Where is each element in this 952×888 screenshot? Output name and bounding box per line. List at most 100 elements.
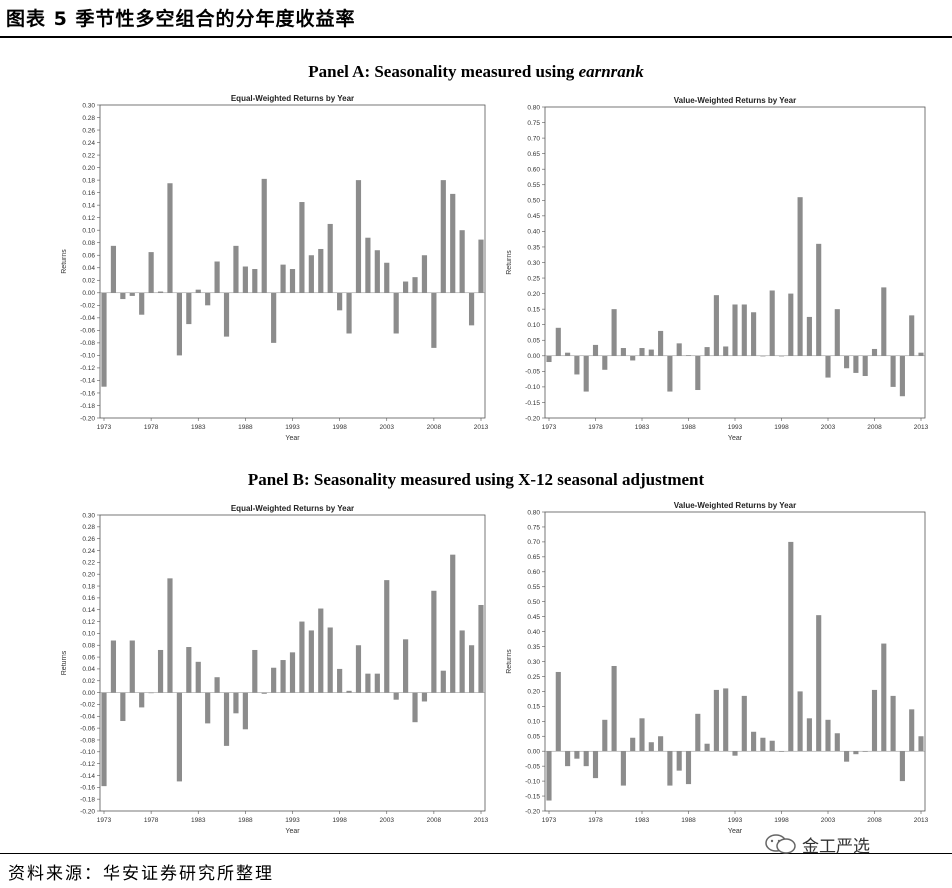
x-tick-label: 2013 xyxy=(474,817,489,824)
bar xyxy=(602,719,608,752)
bar xyxy=(157,649,164,693)
bar xyxy=(909,315,915,356)
x-tick-label: 1998 xyxy=(774,817,789,824)
bar xyxy=(412,277,418,293)
y-tick-label: -0.20 xyxy=(525,415,540,422)
bar xyxy=(403,639,409,693)
x-tick-label: 1983 xyxy=(191,424,206,431)
y-tick-label: 0.22 xyxy=(82,560,95,567)
bar xyxy=(384,580,390,693)
x-axis-label: Year xyxy=(285,828,300,835)
x-tick-label: 2008 xyxy=(427,817,442,824)
y-axis-label: Returns xyxy=(61,650,68,675)
y-tick-label: 0.40 xyxy=(527,229,540,236)
bar xyxy=(374,250,380,293)
y-tick-label: -0.06 xyxy=(80,725,95,732)
y-tick-label: 0.20 xyxy=(527,291,540,298)
x-tick-label: 2008 xyxy=(427,424,442,431)
bar xyxy=(440,670,446,693)
bar xyxy=(355,645,362,693)
y-tick-label: 0.05 xyxy=(527,338,540,345)
bar xyxy=(365,237,371,293)
wechat-icon xyxy=(765,834,796,854)
y-tick-label: 0.16 xyxy=(82,190,95,197)
panel-a-title-emphasis: earnrank xyxy=(578,62,644,81)
bar xyxy=(148,692,154,694)
bar xyxy=(384,262,390,293)
bar xyxy=(252,649,258,693)
bottom-rule xyxy=(0,853,952,854)
plot-frame xyxy=(544,511,926,812)
bar xyxy=(214,677,220,693)
y-tick-label: 0.30 xyxy=(527,260,540,267)
y-tick-label: 0.70 xyxy=(527,135,540,142)
y-tick-label: -0.10 xyxy=(525,384,540,391)
x-tick-label: 1978 xyxy=(588,424,603,431)
x-tick-label: 2013 xyxy=(914,817,929,824)
y-tick-label: 0.15 xyxy=(527,306,540,313)
bar xyxy=(853,751,859,755)
y-tick-label: -0.20 xyxy=(80,415,95,422)
bar xyxy=(393,692,399,700)
x-tick-label: 1983 xyxy=(191,817,206,824)
y-tick-label: 0.80 xyxy=(527,509,540,516)
bar xyxy=(205,692,211,724)
y-tick-label: 0.20 xyxy=(82,165,95,172)
bar xyxy=(280,264,286,293)
bar xyxy=(101,692,107,787)
chart-title: Equal-Weighted Returns by Year xyxy=(231,504,354,513)
bar xyxy=(871,689,878,752)
bar xyxy=(732,304,738,356)
bar xyxy=(639,348,645,356)
bar xyxy=(327,627,333,693)
bar xyxy=(214,261,220,293)
y-tick-label: 0.14 xyxy=(82,607,95,614)
chart-title: Value-Weighted Returns by Year xyxy=(674,501,796,510)
y-tick-label: -0.10 xyxy=(80,749,95,756)
bar xyxy=(862,355,868,377)
bar xyxy=(280,660,286,693)
y-tick-label: 0.30 xyxy=(82,512,95,519)
bar xyxy=(797,691,803,752)
y-tick-label: -0.04 xyxy=(80,315,95,322)
y-tick-label: 0.14 xyxy=(82,202,95,209)
y-tick-label: 0.10 xyxy=(82,631,95,638)
chart-title: Equal-Weighted Returns by Year xyxy=(231,94,354,103)
y-tick-label: 0.02 xyxy=(82,678,95,685)
bar xyxy=(806,718,812,752)
bar xyxy=(565,751,571,767)
x-tick-label: 1998 xyxy=(774,424,789,431)
y-tick-label: -0.16 xyxy=(80,390,95,397)
bar xyxy=(139,692,145,708)
bar xyxy=(648,349,654,356)
y-tick-label: -0.10 xyxy=(525,778,540,785)
chart-a-value-weighted: Value-Weighted Returns by Year 0.80 0.75 0.… xyxy=(506,96,929,442)
y-tick-label: 0.24 xyxy=(82,548,95,555)
y-tick-label: -0.05 xyxy=(525,369,540,376)
y-tick-label: 0.20 xyxy=(527,689,540,696)
x-tick-label: 2008 xyxy=(867,424,882,431)
y-tick-label: 0.12 xyxy=(82,619,95,626)
bar xyxy=(648,742,654,752)
bar xyxy=(186,647,192,693)
bar xyxy=(778,355,785,357)
bar xyxy=(299,202,305,293)
y-tick-label: 0.65 xyxy=(527,554,540,561)
bar xyxy=(583,751,589,767)
y-tick-label: 0.75 xyxy=(527,120,540,127)
bar xyxy=(223,292,230,337)
bar xyxy=(899,355,905,397)
y-tick-label: 0.55 xyxy=(527,182,540,189)
bar xyxy=(788,293,794,356)
bar xyxy=(630,355,636,361)
y-tick-label: 0.00 xyxy=(82,290,95,297)
bar xyxy=(176,692,182,782)
bar xyxy=(704,743,710,752)
x-tick-label: 1973 xyxy=(97,424,112,431)
bar xyxy=(308,630,314,693)
y-tick-label: -0.14 xyxy=(80,378,95,385)
bar xyxy=(289,652,296,693)
bar xyxy=(139,292,145,315)
y-tick-label: 0.00 xyxy=(82,690,95,697)
bar xyxy=(167,183,173,293)
